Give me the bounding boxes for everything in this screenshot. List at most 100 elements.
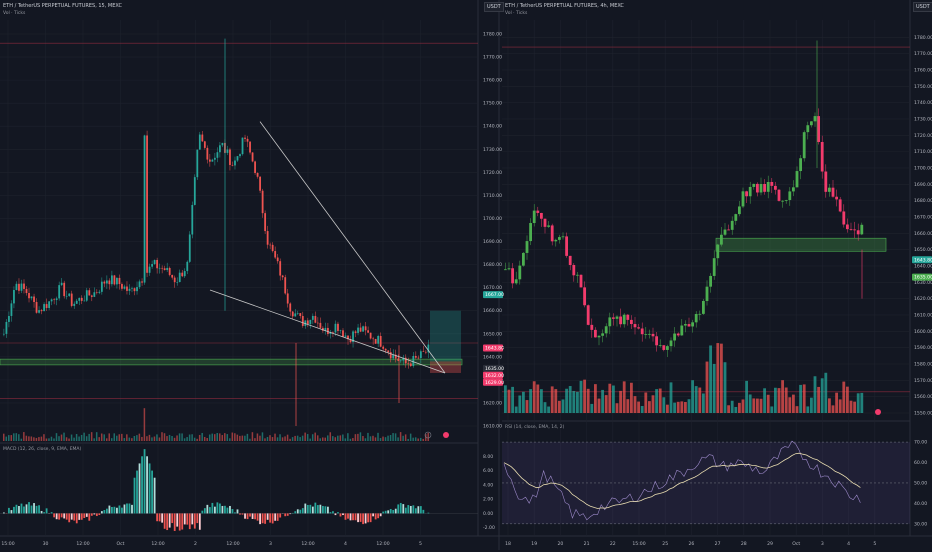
left-candle-body (124, 287, 126, 289)
left-candle-body (181, 273, 183, 277)
right-volume-bar (709, 345, 712, 413)
left-candle-body (21, 284, 23, 291)
right-rsi-tick-label: 40.00 (914, 501, 927, 507)
right-volume-bar (515, 407, 518, 413)
right-volume-bar (554, 389, 557, 413)
left-volume-bar (98, 437, 100, 441)
right-volume-bar (623, 381, 626, 413)
left-macd-histogram-bar (415, 508, 417, 513)
right-volume-bar (785, 388, 788, 413)
right-candle-body (601, 333, 604, 335)
left-macd-histogram-bar (18, 506, 20, 513)
right-candle-body (803, 132, 806, 158)
left-macd-histogram-bar (38, 505, 40, 513)
left-y-tick-label: 1640.00 (483, 354, 502, 360)
right-volume-bar (698, 388, 701, 413)
left-candle-body (149, 267, 151, 273)
left-volume-bar (362, 436, 364, 441)
left-candle-body (3, 334, 5, 335)
left-price-tag-text: 1643.80 (485, 346, 504, 352)
left-price-tag-text: 1667.00 (485, 292, 504, 298)
right-candle-body (767, 182, 770, 192)
right-volume-bar (745, 381, 748, 413)
right-volume-bar (799, 385, 802, 413)
left-candle-body (292, 312, 294, 317)
left-candle-body (257, 173, 259, 177)
left-volume-bar (126, 434, 128, 441)
left-macd-histogram-bar (26, 504, 28, 513)
right-volume-bar (641, 406, 644, 413)
left-macd-histogram-bar (247, 513, 249, 519)
left-macd-histogram-bar (332, 511, 334, 513)
left-macd-histogram-bar (144, 449, 146, 513)
left-macd-histogram-bar (111, 507, 113, 513)
right-volume-bar (738, 403, 741, 413)
left-volume-bar (232, 433, 234, 441)
right-y-tick-label: 1760.00 (914, 67, 932, 73)
right-y-tick-label: 1640.00 (914, 263, 932, 269)
left-candle-body (249, 142, 251, 153)
right-volume-bar (688, 399, 691, 413)
left-macd-histogram-bar (420, 506, 422, 513)
left-volume-bar (96, 432, 98, 441)
left-macd-histogram-bar (377, 513, 379, 518)
right-volume-bar (860, 393, 863, 413)
left-candle-body (108, 280, 110, 284)
left-candle-body (41, 310, 43, 311)
left-macd-histogram-bar (269, 513, 271, 522)
left-candle-body (141, 281, 143, 282)
left-candle-body (372, 339, 374, 340)
left-macd-histogram-bar (88, 513, 90, 520)
right-candle-body (616, 317, 619, 319)
left-volume-bar (269, 435, 271, 441)
left-volume-bar (345, 438, 347, 441)
left-macd-histogram-bar (299, 510, 301, 514)
left-x-tick-label: Oct (117, 541, 125, 547)
right-candle-body (814, 116, 817, 121)
left-macd-histogram-bar (181, 513, 183, 529)
right-currency-button[interactable]: USDT (913, 2, 932, 12)
left-macd-histogram-bar (199, 513, 201, 529)
right-candle-body (572, 265, 575, 275)
right-candle-body (702, 301, 705, 314)
left-macd-histogram-bar (114, 507, 116, 514)
left-macd-histogram-bar (56, 513, 58, 519)
left-candle-body (139, 281, 141, 287)
right-volume-bar (760, 399, 763, 413)
left-macd-histogram-bar (171, 513, 173, 523)
left-candle-body (136, 287, 138, 291)
right-alert-icon (875, 409, 881, 415)
left-macd-histogram-bar (134, 478, 136, 514)
left-volume-bar (181, 433, 183, 441)
left-volume-bar (410, 434, 412, 441)
right-candle-body (680, 326, 683, 336)
left-macd-histogram-bar (427, 513, 429, 514)
right-volume-bar (511, 387, 514, 413)
left-candle-body (151, 264, 153, 267)
right-y-tick-label: 1660.00 (914, 231, 932, 237)
left-macd-histogram-bar (422, 510, 424, 514)
right-volume-bar (691, 380, 694, 413)
right-x-tick-label: 28 (741, 541, 747, 547)
left-x-tick-label: 12:00 (301, 541, 314, 547)
left-y-tick-label: 1620.00 (483, 400, 502, 406)
left-currency-button[interactable]: USDT (484, 2, 504, 12)
right-candle-body (515, 279, 518, 283)
left-candle-body (355, 331, 357, 332)
left-macd-histogram-bar (184, 513, 186, 524)
right-volume-bar (853, 402, 856, 413)
left-candle-body (234, 161, 236, 166)
right-volume-bar (637, 402, 640, 413)
right-rsi-tick-label: 50.00 (914, 480, 927, 486)
left-candle-body (116, 278, 118, 284)
left-volume-bar (93, 438, 95, 441)
left-macd-histogram-bar (164, 513, 166, 528)
left-volume-bar (277, 437, 279, 441)
left-macd-histogram-bar (232, 509, 234, 513)
left-volume-bar (392, 433, 394, 441)
right-volume-bar (662, 397, 665, 413)
right-candle-body (612, 317, 615, 318)
left-candle-body (131, 288, 133, 289)
right-volume-bar (749, 394, 752, 413)
